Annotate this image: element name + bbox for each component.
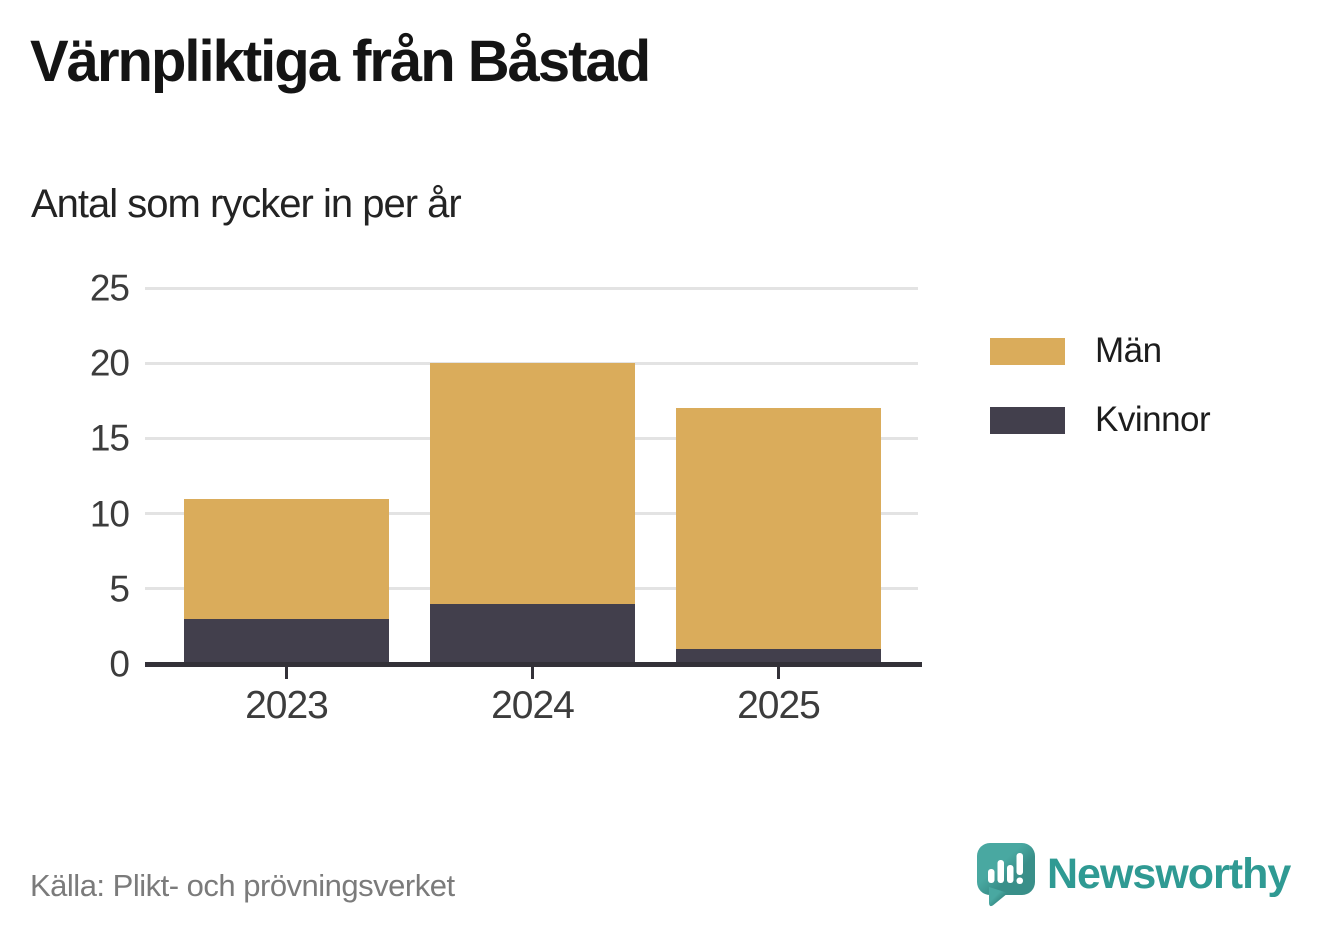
legend-item-man: Män xyxy=(990,331,1210,371)
y-axis-tick-label: 25 xyxy=(89,267,130,309)
gridline xyxy=(145,286,918,290)
y-axis-tick-label: 0 xyxy=(109,643,130,685)
newsworthy-speech-bubble-icon xyxy=(977,843,1035,912)
x-axis-tick-label: 2025 xyxy=(737,684,821,727)
chart-title: Värnpliktiga från Båstad xyxy=(30,29,651,94)
gridline xyxy=(145,361,918,365)
bar-segment-män xyxy=(184,498,389,619)
legend-item-kvinnor: Kvinnor xyxy=(990,400,1211,440)
bar-segment-män xyxy=(430,363,635,604)
y-axis-tick-label: 15 xyxy=(89,417,130,459)
y-axis-tick-label: 5 xyxy=(109,568,130,610)
newsworthy-wordmark: Newsworthy xyxy=(1047,850,1291,898)
x-axis-tick-label: 2024 xyxy=(491,684,575,727)
source-text: Källa: Plikt- och prövningsverket xyxy=(30,868,455,903)
legend: Män Kvinnor xyxy=(990,331,1211,469)
chart-subtitle: Antal som rycker in per år xyxy=(31,182,462,226)
plot-area: 0 5 10 15 20 25 2023 2024 2025 xyxy=(90,270,922,727)
legend-label-man: Män xyxy=(1095,331,1162,370)
x-axis-tick-label: 2023 xyxy=(245,684,329,727)
bar-segment-män xyxy=(676,408,881,649)
bar-segment-kvinnor xyxy=(184,618,389,664)
y-axis-tick-label: 20 xyxy=(89,342,130,384)
legend-label-kvinnor: Kvinnor xyxy=(1095,400,1211,439)
y-axis-tick-label: 10 xyxy=(89,493,130,535)
x-axis-tick xyxy=(777,667,780,679)
x-axis-tick xyxy=(285,667,288,679)
legend-swatch-kvinnor xyxy=(990,406,1065,434)
x-axis-line xyxy=(145,662,922,667)
bar-segment-kvinnor xyxy=(676,648,881,664)
x-axis-tick xyxy=(531,667,534,679)
legend-swatch-man xyxy=(990,337,1065,365)
newsworthy-logo[interactable]: Newsworthy xyxy=(977,843,1291,912)
bar-segment-kvinnor xyxy=(430,603,635,664)
